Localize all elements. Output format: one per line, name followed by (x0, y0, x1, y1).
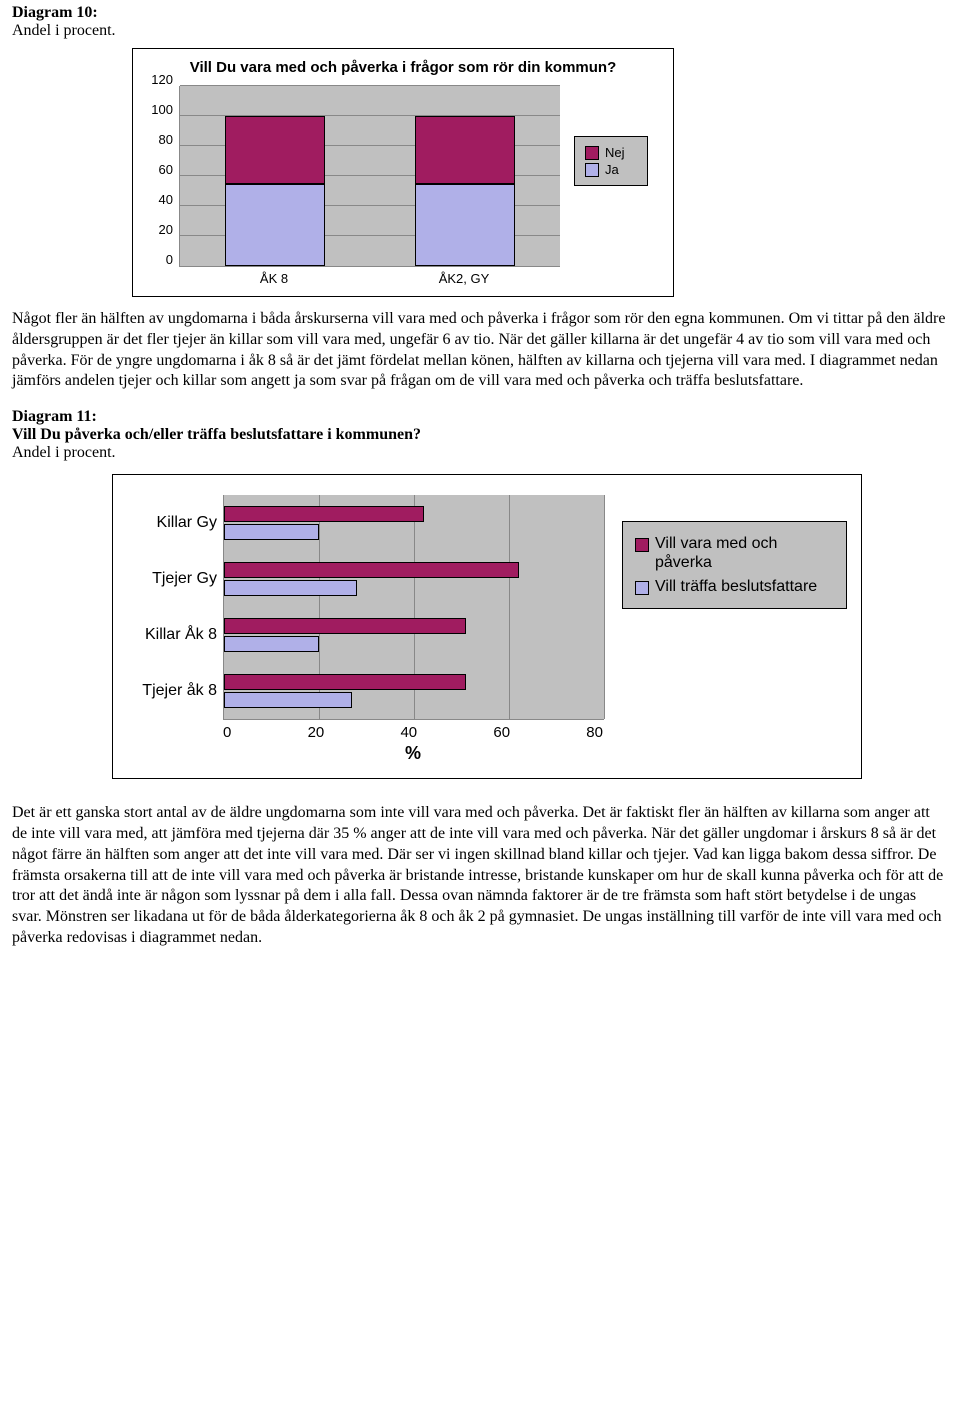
chart2-category: Tjejer Gy (127, 570, 217, 588)
chart1-legend: Nej Ja (574, 136, 648, 186)
chart2-bar-a (224, 618, 466, 634)
chart2-xtick: 40 (400, 724, 417, 741)
chart2-container: Killar Gy Tjejer Gy Killar Åk 8 Tjejer å… (112, 474, 862, 779)
chart2-bar-b (224, 692, 352, 708)
chart2-category: Tjejer åk 8 (127, 682, 217, 700)
chart1-xaxis: ÅK 8 ÅK2, GY (179, 271, 559, 286)
paragraph-1: Något fler än hälften av ungdomarna i bå… (12, 309, 948, 392)
chart2-legend: Vill vara med och påverka Vill träffa be… (622, 521, 847, 609)
legend-label-a: Vill vara med och påverka (655, 534, 834, 572)
chart1-xlabel: ÅK2, GY (369, 271, 559, 286)
diagram10-sub: Andel i procent. (12, 22, 948, 40)
chart1-title: Vill Du vara med och påverka i frågor so… (143, 59, 663, 76)
legend-label-nej: Nej (605, 145, 625, 160)
diagram10-heading: Diagram 10: (12, 4, 948, 22)
chart1-bar (225, 116, 325, 266)
chart2-bar-b (224, 636, 319, 652)
chart2-xtick: 0 (223, 724, 231, 741)
chart2-bar-b (224, 580, 357, 596)
chart2-xtick: 60 (493, 724, 510, 741)
chart2-xlabel: % (223, 743, 603, 764)
chart1-yaxis: 120 100 80 60 40 20 0 (143, 86, 179, 266)
diagram11-sub: Andel i procent. (12, 444, 948, 462)
paragraph-2: Det är ett ganska stort antal av de äldr… (12, 803, 948, 949)
chart2-xtick: 80 (586, 724, 603, 741)
chart1-container: Vill Du vara med och påverka i frågor so… (132, 48, 674, 297)
chart2-category: Killar Gy (127, 514, 217, 532)
diagram11-heading: Diagram 11: (12, 408, 948, 426)
legend-swatch-ja (585, 163, 599, 177)
chart2-bar-a (224, 674, 466, 690)
chart2-category: Killar Åk 8 (127, 626, 217, 644)
diagram11-title: Vill Du påverka och/eller träffa besluts… (12, 426, 948, 444)
legend-swatch-nej (585, 146, 599, 160)
chart1-plot (179, 86, 560, 267)
chart2-xtick: 20 (308, 724, 325, 741)
chart2-bar-b (224, 524, 319, 540)
legend-swatch-a (635, 538, 649, 552)
chart2-bar-a (224, 562, 519, 578)
chart2-plot (223, 495, 604, 720)
chart1-bar (415, 116, 515, 266)
legend-label-ja: Ja (605, 162, 619, 177)
chart1-xlabel: ÅK 8 (179, 271, 369, 286)
legend-label-b: Vill träffa beslutsfattare (655, 577, 817, 596)
chart2-yaxis: Killar Gy Tjejer Gy Killar Åk 8 Tjejer å… (127, 495, 223, 719)
chart2-bar-a (224, 506, 424, 522)
legend-swatch-b (635, 581, 649, 595)
chart2-xaxis: 0 20 40 60 80 (223, 724, 603, 741)
